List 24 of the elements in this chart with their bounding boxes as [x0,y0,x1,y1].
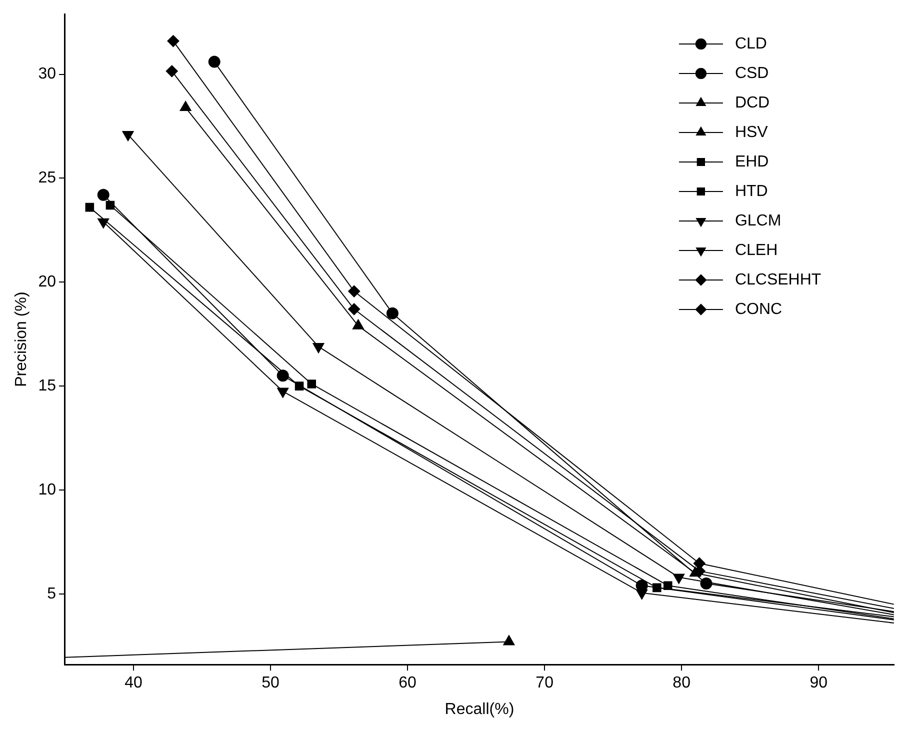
x-tick-label: 90 [810,674,828,692]
legend-label: CONC [734,300,782,318]
legend-label: DCD [734,94,770,112]
legend-label: GLCM [734,212,782,230]
legend-label: CSD [734,64,769,82]
y-tick-label: 5 [47,585,56,602]
x-tick-label: 50 [262,674,280,692]
y-tick-label: 10 [38,481,56,498]
y-tick-label: 20 [38,274,56,291]
legend-label: HTD [734,182,768,200]
legend-label: CLCSEHHT [734,271,822,288]
x-tick-label: 80 [672,674,691,692]
legend-label: CLD [734,35,767,52]
y-tick-label: 30 [38,66,56,83]
x-axis-title: Recall(%) [444,700,514,718]
legend-label: EHD [734,153,769,170]
legend-label: HSV [734,124,768,141]
x-tick-label: 70 [536,674,554,692]
x-tick-label: 40 [124,674,143,692]
y-tick-label: 25 [38,170,56,187]
y-tick-label: 15 [38,377,56,394]
y-axis-title: Precision (%) [13,292,30,387]
legend-label: CLEH [734,242,778,259]
x-tick-label: 60 [398,674,417,692]
